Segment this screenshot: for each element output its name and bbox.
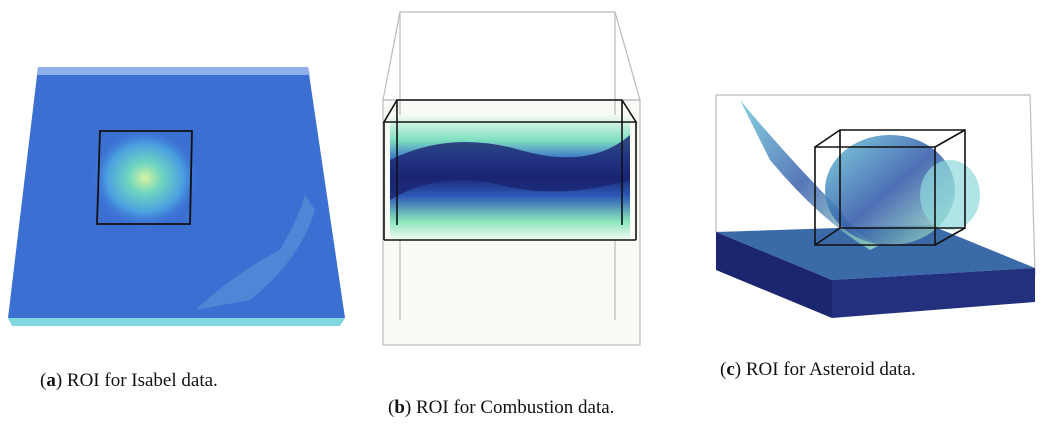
asteroid-render xyxy=(716,95,1035,318)
combustion-render xyxy=(383,12,640,345)
caption-text: ) ROI for Asteroid data. xyxy=(735,359,916,380)
caption-text: ) ROI for Combustion data. xyxy=(405,397,615,418)
caption-label: c xyxy=(726,359,734,380)
caption: (a) ROI for Isabel data. xyxy=(40,367,218,395)
caption-label: a xyxy=(46,370,56,391)
caption: (b) ROI for Combustion data. xyxy=(388,394,658,422)
isabel-render xyxy=(8,67,345,326)
page: (a) ROI for Isabel data. (b) ROI for Com… xyxy=(0,0,1041,445)
caption-label: b xyxy=(394,397,405,418)
caption-text: ) ROI for Isabel data. xyxy=(56,370,218,391)
caption: (c) ROI for Asteroid data. xyxy=(720,356,916,384)
